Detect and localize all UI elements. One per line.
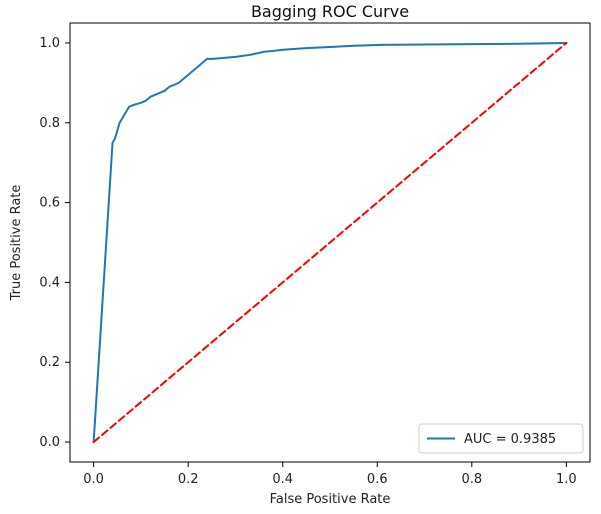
x-tick-label: 0.6 — [367, 472, 388, 487]
series-layer — [92, 41, 568, 444]
y-tick-label: 0.4 — [39, 275, 60, 290]
y-tick-label: 0.2 — [39, 355, 60, 370]
x-tick-label: 0.4 — [272, 472, 293, 487]
x-axis: 0.0 0.2 0.4 0.6 0.8 1.0 — [83, 462, 577, 487]
y-tick-label: 0.6 — [39, 196, 60, 211]
x-tick-label: 0.0 — [83, 472, 104, 487]
x-axis-title: False Positive Rate — [270, 492, 391, 507]
y-tick-label: 1.0 — [39, 36, 60, 51]
legend-box — [418, 423, 584, 454]
roc-curve-line — [92, 41, 568, 444]
x-tick-label: 0.8 — [461, 472, 482, 487]
x-tick-label: 1.0 — [556, 472, 577, 487]
y-tick-label: 0.8 — [39, 116, 60, 131]
y-tick-label: 0.0 — [39, 435, 60, 450]
diagonal-reference-line — [92, 41, 568, 444]
legend-label: AUC = 0.9385 — [464, 432, 556, 447]
y-axis-title: True Positive Rate — [9, 185, 24, 302]
chart-title: Bagging ROC Curve — [251, 2, 409, 21]
legend: AUC = 0.9385 — [418, 423, 584, 454]
y-axis: 0.0 0.2 0.4 0.6 0.8 1.0 — [39, 36, 70, 450]
x-tick-label: 0.2 — [178, 472, 199, 487]
